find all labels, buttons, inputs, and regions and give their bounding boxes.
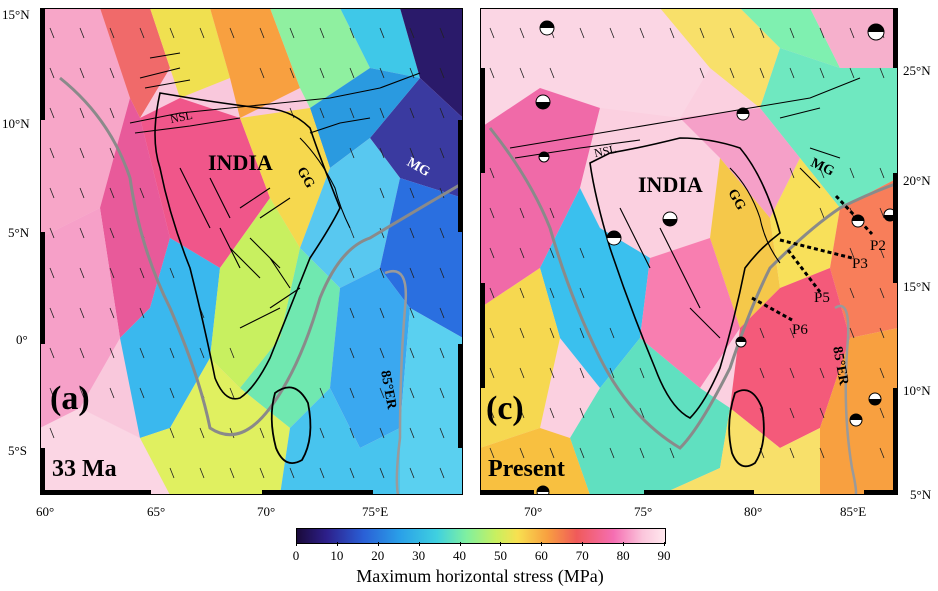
colorbar-tick-label: 70 xyxy=(575,548,589,563)
colorbar-tick-label: 80 xyxy=(616,548,630,563)
panel-age-c: Present xyxy=(488,456,565,482)
lon-label-c-1: 75° xyxy=(634,504,653,519)
feature-p3-c: P3 xyxy=(852,256,868,272)
feature-p5-c: P5 xyxy=(814,290,830,306)
india-coast-a xyxy=(154,92,341,400)
panel-c-map: INDIA NSL GG MG 85°ER P2 P3 P5 P6 (c) Pr… xyxy=(480,8,898,495)
lat-label-a-4: 5°S xyxy=(8,443,27,458)
plate-boundary-a xyxy=(59,76,463,437)
colorbar-tick-mark xyxy=(500,542,502,546)
panel-c-svg xyxy=(480,8,898,495)
stress-ticks-a xyxy=(49,27,445,479)
lat-label-c-4: 5°N xyxy=(910,487,932,502)
colorbar-tick-mark xyxy=(664,542,665,546)
colorbar-tick-label: 50 xyxy=(493,548,507,563)
sri-lanka-c xyxy=(728,389,765,468)
plate-boundary-c xyxy=(488,127,898,450)
colorbar-tick-mark xyxy=(459,542,461,546)
colorbar-tick-mark xyxy=(582,542,584,546)
india-coast-c xyxy=(589,137,781,419)
lat-label-c-1: 20°N xyxy=(903,173,931,188)
lon-label-a-2: 70° xyxy=(257,504,276,519)
colorbar-tick-mark xyxy=(418,542,420,546)
lat-label-c-2: 15°N xyxy=(903,279,931,294)
lon-label-c-3: 85°E xyxy=(840,504,867,519)
lon-label-a-1: 65° xyxy=(147,504,166,519)
colorbar-tick-mark xyxy=(296,542,297,546)
colorbar-tick-label: 10 xyxy=(330,548,344,563)
lon-label-a-0: 60° xyxy=(36,504,55,519)
faults-a xyxy=(129,52,421,329)
lon-label-c-0: 70° xyxy=(524,504,543,519)
sri-lanka-a xyxy=(270,386,312,464)
ridge-outline-a xyxy=(384,270,408,495)
panel-letter-c: (c) xyxy=(486,390,524,427)
lat-label-c-3: 10°N xyxy=(903,383,931,398)
colorbar-tick-label: 20 xyxy=(371,548,385,563)
stress-colorbar xyxy=(296,528,666,544)
frame-ticks-a xyxy=(40,8,463,495)
ridge-outline-c xyxy=(834,304,858,495)
colorbar-tick-mark xyxy=(541,542,543,546)
lat-label-a-0: 15°N xyxy=(2,7,30,22)
colorbar-tick-mark xyxy=(377,542,379,546)
lat-label-a-2: 5°N xyxy=(8,225,30,240)
colorbar-tick-label: 40 xyxy=(453,548,467,563)
colorbar-tick-mark xyxy=(623,542,625,546)
feature-p2-c: P2 xyxy=(870,238,886,254)
colorbar-tick-label: 0 xyxy=(292,548,300,563)
region-label-c: INDIA xyxy=(638,172,703,197)
lat-label-c-0: 25°N xyxy=(903,63,931,78)
lon-label-c-2: 80° xyxy=(744,504,763,519)
lon-label-a-3: 75°E xyxy=(362,504,389,519)
feature-p6-c: P6 xyxy=(792,322,808,338)
colorbar-tick-label: 30 xyxy=(412,548,426,563)
region-label-a: INDIA xyxy=(208,150,273,175)
panel-letter-a: (a) xyxy=(50,380,90,417)
colorbar-tick-label: 60 xyxy=(534,548,548,563)
colorbar-title: Maximum horizontal stress (MPa) xyxy=(356,566,604,586)
panel-age-a: 33 Ma xyxy=(52,456,117,482)
stress-ticks-c xyxy=(489,27,885,459)
panel-a-map: INDIA NSL GG MG 85°ER (a) 33 Ma xyxy=(40,8,463,495)
lat-label-a-1: 10°N xyxy=(2,116,30,131)
lat-label-a-3: 0° xyxy=(16,332,28,347)
profile-lines-c xyxy=(751,194,874,322)
frame-ticks-c xyxy=(480,8,898,495)
faults-c xyxy=(509,77,861,339)
panel-a-svg xyxy=(40,8,463,495)
colorbar-tick-label: 90 xyxy=(657,548,671,563)
colorbar-tick-mark xyxy=(336,542,338,546)
